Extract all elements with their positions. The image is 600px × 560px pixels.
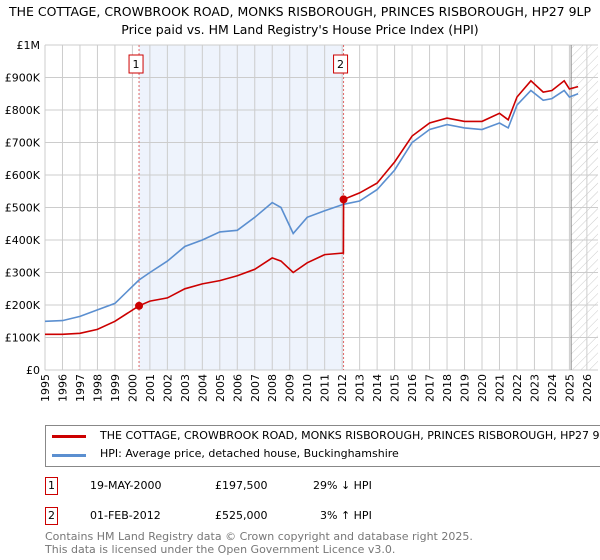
legend-label-hpi: HPI: Average price, detached house, Buck… — [100, 447, 399, 460]
x-tick-label: 2020 — [476, 374, 489, 402]
x-tick-label: 2026 — [581, 374, 594, 402]
y-tick-label: £600K — [5, 169, 41, 182]
transaction-marker: 2 — [45, 507, 58, 525]
chart-title: THE COTTAGE, CROWBROOK ROAD, MONKS RISBO… — [8, 4, 592, 19]
x-tick-label: 2004 — [196, 374, 209, 402]
x-tick-label: 1996 — [56, 374, 69, 402]
x-tick-label: 2005 — [214, 374, 227, 402]
x-tick-label: 2010 — [301, 374, 314, 402]
transaction-hpi: 29% ↓ HPI — [313, 479, 372, 492]
x-tick-label: 2007 — [249, 374, 262, 402]
transaction-price: £197,500 — [215, 479, 268, 492]
transaction-marker: 1 — [45, 477, 58, 495]
sale-point — [135, 301, 144, 310]
x-tick-label: 2014 — [371, 374, 384, 402]
x-tick-label: 2000 — [126, 374, 139, 402]
y-tick-label: £0 — [26, 364, 40, 377]
sale-label-box — [128, 54, 144, 74]
x-tick-label: 2002 — [161, 374, 174, 402]
footer-licence: This data is licensed under the Open Gov… — [45, 543, 396, 556]
y-tick-label: £800K — [5, 104, 41, 117]
x-tick-label: 2008 — [266, 374, 279, 402]
x-tick-label: 2011 — [319, 374, 332, 402]
legend-swatch-property — [52, 435, 86, 438]
chart-subtitle: Price paid vs. HM Land Registry's House … — [121, 22, 479, 37]
x-tick-label: 2006 — [231, 374, 244, 402]
x-tick-label: 2012 — [336, 374, 349, 402]
x-tick-label: 1995 — [39, 374, 52, 402]
x-tick-label: 2016 — [406, 374, 419, 402]
transaction-date: 01-FEB-2012 — [90, 509, 161, 522]
sale-label: 1 — [133, 58, 140, 71]
x-tick-label: 2023 — [528, 374, 541, 402]
x-tick-label: 2001 — [144, 374, 157, 402]
hpi-line — [44, 89, 579, 323]
x-tick-label: 2009 — [284, 374, 297, 402]
y-tick-label: £100K — [5, 332, 41, 345]
x-tick-label: 2013 — [354, 374, 367, 402]
y-tick-label: £900K — [5, 72, 41, 85]
x-tick-label: 2024 — [546, 374, 559, 402]
sale-point — [339, 195, 348, 204]
x-tick-label: 2017 — [424, 374, 437, 402]
legend: THE COTTAGE, CROWBROOK ROAD, MONKS RISBO… — [45, 425, 600, 467]
y-tick-label: £300K — [5, 267, 41, 280]
property-price-line — [45, 79, 579, 336]
y-tick-label: £700K — [5, 137, 41, 150]
x-tick-label: 2021 — [493, 374, 506, 402]
y-tick-label: £400K — [5, 234, 41, 247]
x-tick-label: 2003 — [179, 374, 192, 402]
x-tick-label: 2019 — [459, 374, 472, 402]
legend-label-property: THE COTTAGE, CROWBROOK ROAD, MONKS RISBO… — [100, 429, 600, 442]
x-tick-label: 1998 — [91, 374, 104, 402]
x-tick-label: 2015 — [389, 374, 402, 402]
transaction-price: £525,000 — [215, 509, 268, 522]
x-tick-label: 2018 — [441, 374, 454, 402]
x-tick-label: 1999 — [109, 374, 122, 402]
y-tick-label: £1M — [17, 39, 41, 52]
x-tick-label: 2025 — [563, 374, 576, 402]
x-tick-label: 1997 — [74, 374, 87, 402]
x-tick-label: 2022 — [511, 374, 524, 402]
price-chart: 1995 1996 1997 1998 1999 2000 2001 2002 2003 2004… — [5, 39, 598, 402]
legend-swatch-hpi — [52, 454, 86, 457]
sale-label-box — [333, 54, 349, 74]
transaction-hpi: 3% ↑ HPI — [320, 509, 372, 522]
transaction-date: 19-MAY-2000 — [90, 479, 162, 492]
sale-label: 2 — [337, 58, 344, 71]
footer-copyright: Contains HM Land Registry data © Crown c… — [45, 530, 473, 543]
y-tick-label: £500K — [5, 202, 41, 215]
y-tick-label: £200K — [5, 299, 41, 312]
